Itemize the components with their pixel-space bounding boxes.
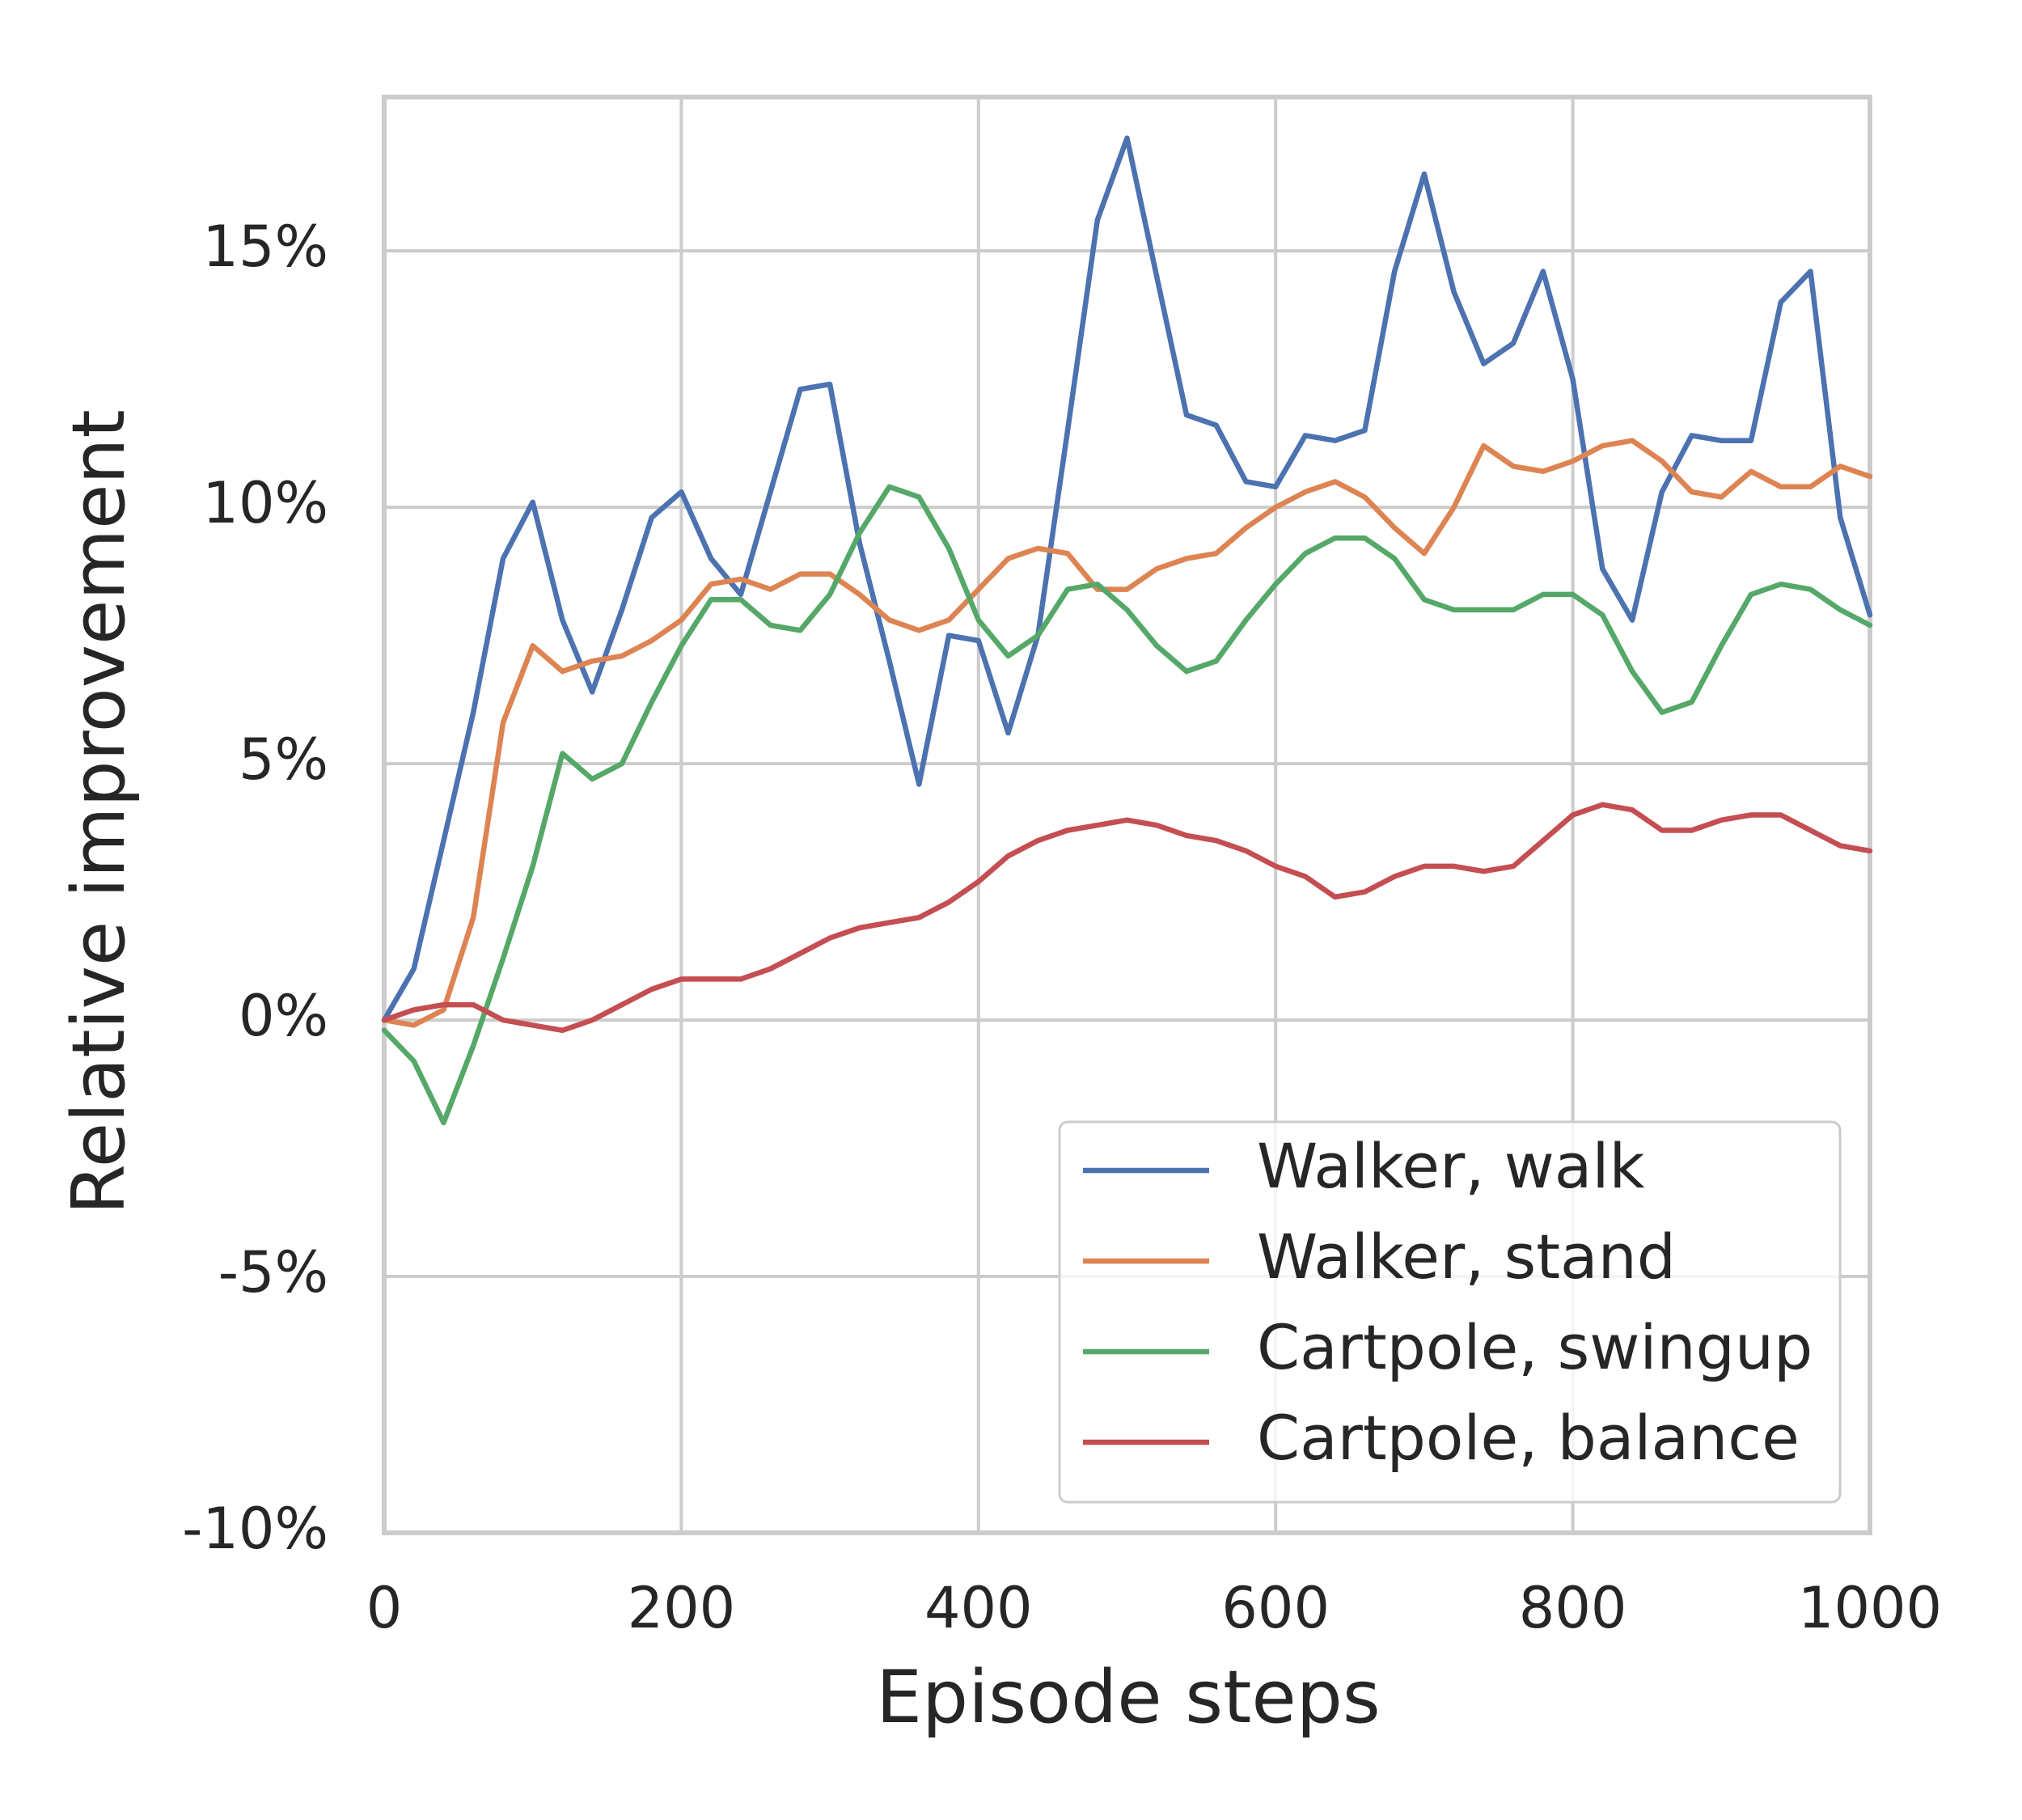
x-tick-label: 200 xyxy=(628,1575,736,1641)
y-tick-label: 10% xyxy=(202,470,328,536)
y-tick-label: -10% xyxy=(182,1496,328,1562)
legend-label: Cartpole, balance xyxy=(1257,1402,1800,1474)
legend: Walker, walk Walker, stand Cartpole, swing… xyxy=(1058,1120,1842,1504)
x-tick-label: 800 xyxy=(1519,1575,1627,1641)
series-line xyxy=(381,438,1873,1028)
legend-box xyxy=(1058,1120,1842,1504)
series-line xyxy=(381,484,1873,1126)
y-tick-label: 15% xyxy=(202,214,328,280)
series-line xyxy=(381,802,1873,1034)
y-tick-label: -5% xyxy=(218,1239,328,1306)
series-line xyxy=(381,135,1873,1023)
legend-label: Walker, stand xyxy=(1257,1221,1676,1293)
y-axis-label: Relative improvement xyxy=(57,409,142,1214)
x-tick-label: 400 xyxy=(924,1575,1033,1641)
plot-frame xyxy=(382,95,1872,1535)
legend-label: Walker, walk xyxy=(1257,1130,1644,1202)
x-tick-label: 0 xyxy=(366,1575,403,1641)
legend-label: Cartpole, swingup xyxy=(1257,1311,1813,1383)
x-tick-label: 600 xyxy=(1221,1575,1330,1641)
y-tick-label: 0% xyxy=(239,983,328,1049)
y-tick-label: 5% xyxy=(239,726,328,793)
x-tick-label: 1000 xyxy=(1798,1575,1942,1641)
x-axis-label: Episode steps xyxy=(876,1655,1381,1740)
